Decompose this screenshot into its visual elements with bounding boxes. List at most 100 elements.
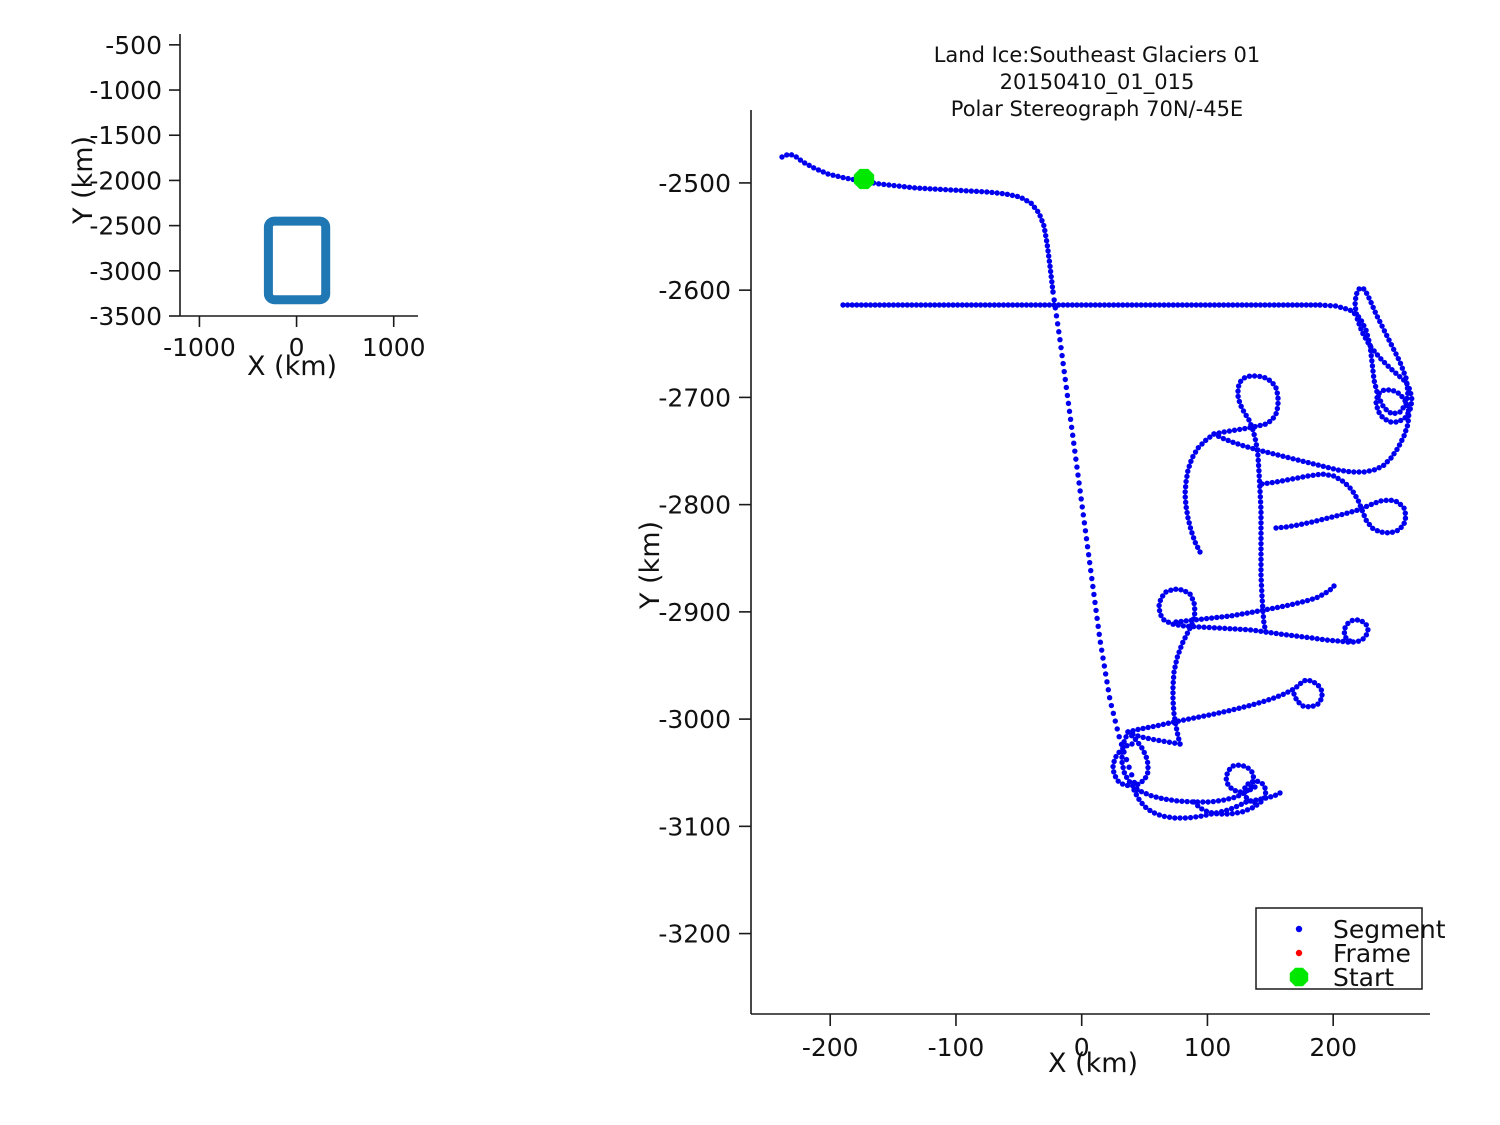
track-point <box>1168 797 1175 803</box>
track-point <box>1273 525 1279 531</box>
track-point <box>881 181 887 188</box>
track-point <box>1402 510 1409 516</box>
track-point <box>1269 479 1275 486</box>
track-point <box>1409 395 1415 402</box>
track-point <box>1184 473 1190 480</box>
track-point <box>1019 195 1025 201</box>
track-point <box>1156 737 1162 744</box>
track-point <box>1376 465 1382 471</box>
track-point <box>1374 527 1381 534</box>
track-point <box>1145 735 1152 742</box>
track-point <box>840 302 846 308</box>
track-point <box>1182 499 1189 505</box>
track-point <box>1334 513 1340 519</box>
track-point <box>1037 213 1043 219</box>
track-point <box>1237 626 1243 632</box>
track-point <box>1126 779 1133 785</box>
track-point <box>1297 680 1304 687</box>
track-point <box>1023 302 1030 308</box>
track-point <box>1123 734 1129 740</box>
track-point <box>1083 536 1090 542</box>
track-point <box>815 167 822 173</box>
track-point <box>1315 471 1321 478</box>
track-point <box>1170 684 1176 691</box>
track-point <box>1236 398 1243 405</box>
track-point <box>1222 625 1228 632</box>
track-point <box>945 302 952 308</box>
track-point <box>1258 628 1264 634</box>
track-point <box>1191 611 1198 617</box>
track-point <box>942 186 949 193</box>
track-point <box>977 302 984 308</box>
track-point <box>1067 416 1074 423</box>
track-point <box>1120 764 1126 771</box>
track-point <box>1201 624 1207 630</box>
track-point <box>1230 439 1236 446</box>
track-point <box>1351 469 1357 475</box>
segment-track-points <box>779 152 1415 821</box>
track-point <box>932 186 938 192</box>
track-point <box>1129 733 1135 739</box>
track-point <box>1106 302 1112 308</box>
track-point <box>1236 426 1243 433</box>
track-point <box>1314 636 1320 642</box>
track-point <box>1133 302 1140 308</box>
track-point <box>1310 703 1316 709</box>
main-y-tick-label: -2900 <box>658 598 731 627</box>
track-point <box>1332 303 1339 309</box>
track-point <box>1097 639 1104 645</box>
track-point <box>1340 468 1347 474</box>
track-point <box>1258 509 1264 516</box>
track-point <box>886 302 892 308</box>
track-point <box>1354 316 1361 322</box>
inset-x-ticks: -1000 0 1000 <box>163 316 426 362</box>
main-axes-frame <box>750 110 1430 1015</box>
main-y-tick-label: -3200 <box>658 920 731 949</box>
track-point <box>1319 692 1325 698</box>
track-point <box>1231 706 1237 713</box>
track-point <box>1145 764 1151 771</box>
track-point <box>1185 468 1191 474</box>
track-point <box>1324 515 1330 521</box>
track-point <box>1257 373 1263 380</box>
track-point <box>825 171 831 177</box>
track-point <box>1319 636 1326 643</box>
track-point <box>1239 302 1245 308</box>
track-point <box>927 186 933 192</box>
track-point <box>899 302 906 308</box>
track-point <box>1135 740 1142 747</box>
track-point <box>1019 302 1025 308</box>
track-point <box>1258 520 1264 526</box>
track-point <box>1213 811 1220 817</box>
track-point <box>1198 813 1204 819</box>
track-point <box>1335 467 1342 473</box>
track-point <box>1108 702 1115 709</box>
track-point <box>849 302 855 308</box>
track-point <box>1114 726 1120 732</box>
track-point <box>991 302 998 308</box>
track-point <box>1147 302 1154 308</box>
track-point <box>1156 302 1163 308</box>
track-point <box>1260 613 1267 620</box>
track-point <box>1043 232 1049 239</box>
inset-axes <box>179 34 418 317</box>
track-point <box>1366 295 1372 301</box>
track-point <box>1314 594 1320 601</box>
track-point <box>1393 498 1400 505</box>
track-point <box>1399 393 1405 400</box>
track-point <box>1230 302 1236 308</box>
track-point <box>1066 408 1073 415</box>
track-point <box>1258 530 1264 536</box>
track-point <box>1270 695 1277 701</box>
track-point <box>1256 473 1262 479</box>
track-point <box>1165 619 1172 625</box>
track-point <box>1119 759 1125 766</box>
track-point <box>1238 403 1244 410</box>
track-point <box>1408 390 1414 397</box>
track-point <box>1062 376 1068 383</box>
plot-legend[interactable]: Segment Frame Start <box>1255 907 1446 992</box>
track-point <box>1365 339 1371 346</box>
track-point <box>1179 798 1185 804</box>
track-point <box>1112 718 1118 724</box>
track-point <box>1161 738 1167 745</box>
